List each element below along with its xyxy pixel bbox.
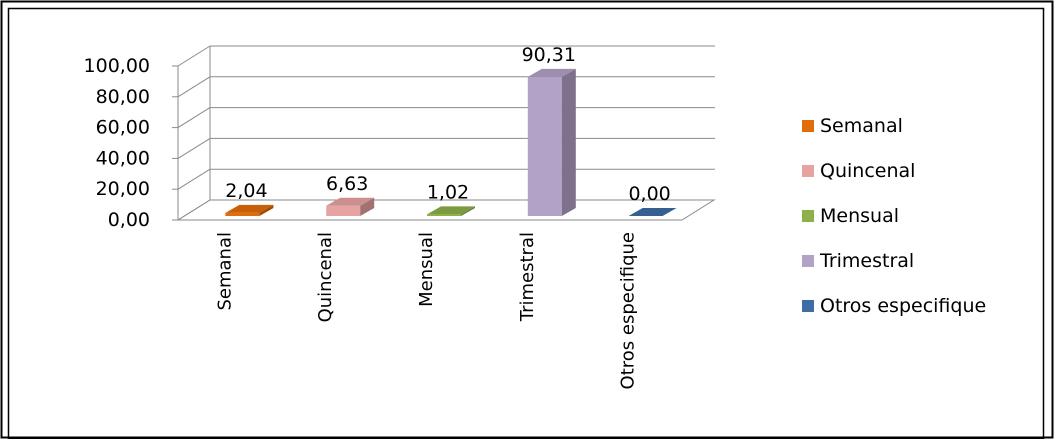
x-tick-label: Trimestral: [517, 232, 538, 322]
data-labels: 2,04 6,63 1,02 90,31 0,00: [225, 44, 671, 205]
data-label: 90,31: [522, 44, 576, 66]
y-tick-label: 80,00: [96, 86, 150, 108]
gridlines: [172, 45, 715, 221]
y-tick-label: 20,00: [96, 178, 150, 200]
bars: [225, 68, 677, 216]
legend-label: Trimestral: [819, 250, 914, 272]
data-label: 2,04: [225, 180, 267, 202]
data-label: 6,63: [326, 173, 368, 195]
y-axis-tick-labels: 0,00 20,00 40,00 60,00 80,00 100,00: [84, 55, 150, 231]
legend: Semanal Quincenal Mensual Trimestral Otros e…: [802, 115, 986, 317]
bar-otros-especifique: [628, 208, 677, 216]
legend-swatch: [802, 300, 814, 312]
legend-swatch: [802, 165, 814, 177]
gridline-side: [177, 45, 211, 67]
bar-semanal: [225, 204, 274, 216]
data-label: 1,02: [427, 181, 469, 203]
bar-quincenal: [326, 197, 375, 216]
gridline-side: [177, 137, 211, 159]
gridline-side: [177, 76, 211, 98]
bar-trimestral: [527, 68, 576, 216]
legend-label: Semanal: [820, 115, 903, 137]
legend-label: Quincenal: [820, 160, 915, 182]
bar-front: [527, 76, 562, 216]
legend-swatch: [802, 210, 814, 222]
bar-top: [326, 197, 375, 206]
bar-side: [360, 197, 375, 216]
bar-top: [527, 68, 576, 77]
x-tick-label: Otros especifique: [618, 232, 639, 389]
legend-swatch: [802, 255, 814, 267]
legend-label: Mensual: [820, 205, 899, 227]
gridline-side: [177, 199, 211, 221]
y-tick-label: 0,00: [108, 209, 150, 231]
legend-label: Otros especifique: [820, 295, 986, 317]
bar-front: [225, 212, 260, 216]
legend-swatch: [802, 120, 814, 132]
bar-top: [427, 206, 475, 215]
y-tick-label: 60,00: [96, 117, 150, 139]
bar-side: [561, 68, 576, 216]
gridline-side: [177, 168, 211, 190]
bar-mensual: [427, 206, 475, 216]
data-label: 0,00: [628, 183, 670, 205]
gridline-side: [177, 107, 211, 129]
y-tick-label: 40,00: [96, 147, 150, 169]
bar-top: [628, 208, 677, 216]
bar-side: [259, 204, 274, 216]
bar-top: [225, 204, 274, 213]
x-axis-tick-labels: Semanal Quincenal Mensual Trimestral Otros e…: [214, 232, 638, 389]
y-tick-label: 100,00: [84, 55, 150, 77]
x-tick-label: Mensual: [416, 232, 437, 307]
bar-front: [427, 214, 461, 216]
bar-side: [461, 206, 475, 216]
bar-front: [326, 205, 361, 216]
x-tick-label: Semanal: [214, 232, 235, 311]
x-tick-label: Quincenal: [315, 232, 336, 322]
